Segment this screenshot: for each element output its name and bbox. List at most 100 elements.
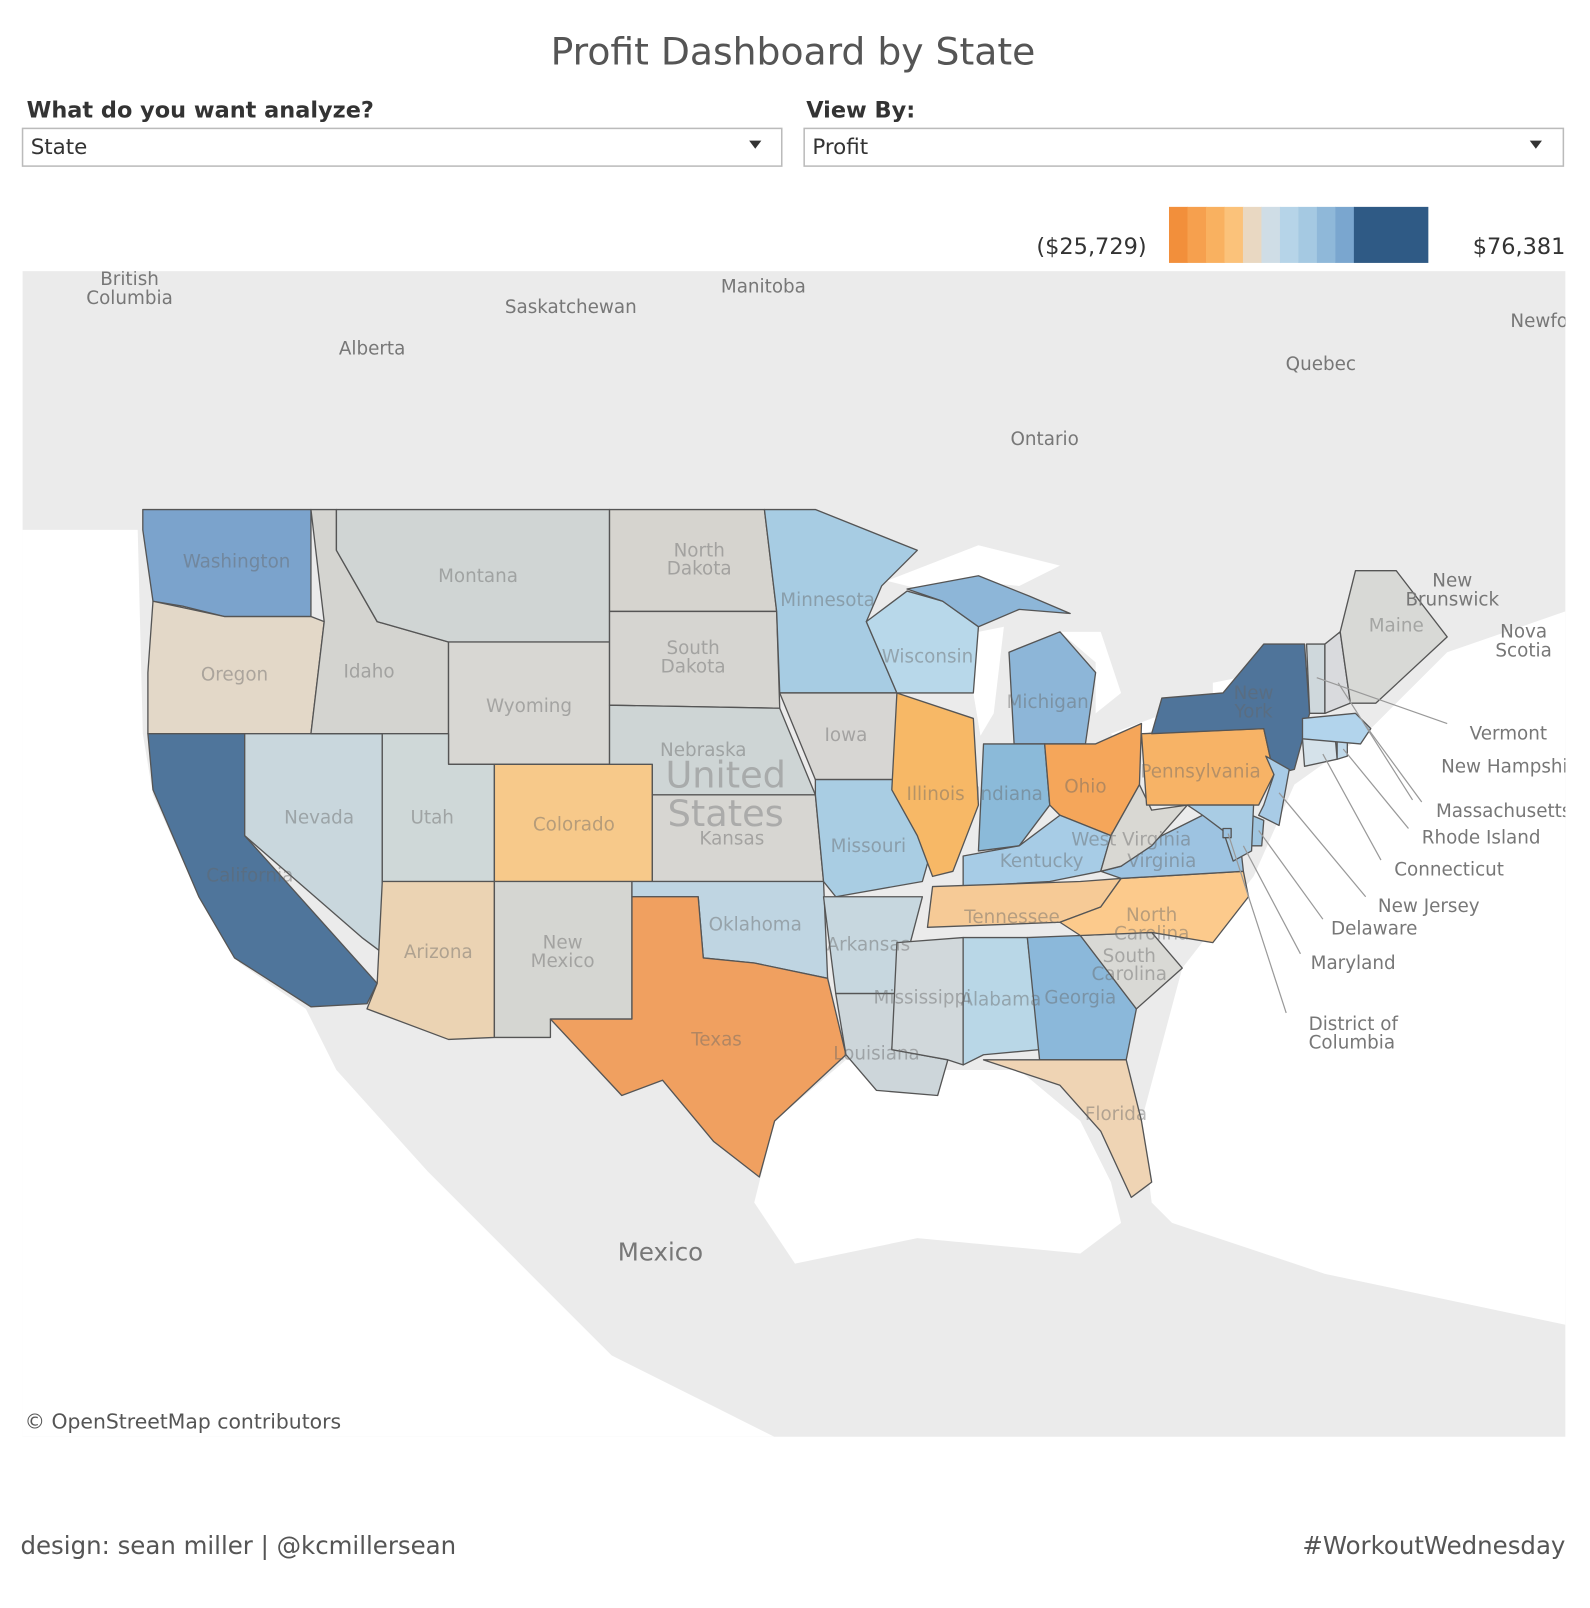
dropdown[interactable]: Profit xyxy=(803,127,1565,167)
state-label: New York xyxy=(1234,683,1274,722)
state[interactable] xyxy=(1301,712,1372,745)
state-label: Texas xyxy=(690,1029,742,1050)
state-label: Nebraska xyxy=(660,740,746,761)
state[interactable] xyxy=(982,1059,1153,1199)
state[interactable] xyxy=(906,575,1071,628)
legend-swatch xyxy=(1224,206,1244,263)
state-label: Louisiana xyxy=(833,1044,920,1065)
state-label: Georgia xyxy=(1044,988,1116,1009)
state-label: Wisconsin xyxy=(882,646,974,667)
legend-swatch xyxy=(1316,206,1336,263)
dropdown-value[interactable]: State xyxy=(31,135,88,160)
dropdown-arrow[interactable] xyxy=(749,140,762,149)
legend-max: $76,381 xyxy=(1473,234,1566,260)
state-label: Kentucky xyxy=(1000,851,1084,872)
callout-line xyxy=(1258,830,1324,920)
state-label: Colorado xyxy=(533,814,615,835)
state-label: Utah xyxy=(410,807,453,828)
state-label: New Hampshire xyxy=(1441,756,1586,777)
legend-swatch xyxy=(1298,206,1318,263)
region-label: Ontario xyxy=(1011,429,1079,450)
state-label: District of Columbia xyxy=(1309,1014,1399,1053)
state[interactable] xyxy=(977,743,1051,852)
state-label: Delaware xyxy=(1331,918,1417,939)
callout-line xyxy=(1227,833,1287,1014)
callout-line xyxy=(1242,845,1301,955)
legend-swatch xyxy=(1187,206,1207,263)
region-label: Mexico xyxy=(618,1237,703,1266)
state-label: Alabama xyxy=(960,990,1041,1011)
region-label: Alberta xyxy=(339,339,406,360)
color-legend xyxy=(1168,206,1429,263)
state[interactable] xyxy=(549,896,847,1178)
dropdown-box[interactable] xyxy=(803,127,1565,167)
state-label: Michigan xyxy=(1007,692,1089,713)
region-label: New Brunswick xyxy=(1405,570,1499,610)
callout-line xyxy=(1337,682,1414,801)
state-label: Maine xyxy=(1369,616,1424,637)
map[interactable]: Washington Oregon California Nevada Idaho Mon… xyxy=(22,269,1590,1437)
state-label: Oklahoma xyxy=(709,914,802,935)
state-label: Kansas xyxy=(699,829,764,850)
filter-label: View By: xyxy=(806,98,915,124)
state-label: Washington xyxy=(183,552,291,573)
state[interactable] xyxy=(891,936,964,1066)
state-label: North Carolina xyxy=(1114,905,1189,944)
state[interactable] xyxy=(1026,934,1138,1061)
state-label: Nevada xyxy=(284,807,354,828)
footer-credit: design: sean miller | @kcmillersean xyxy=(21,1531,457,1560)
state-label: South Carolina xyxy=(1092,946,1167,985)
state-label: Vermont xyxy=(1470,724,1547,745)
state[interactable] xyxy=(1186,804,1255,862)
region-label: Quebec xyxy=(1286,354,1356,375)
state-label: Wyoming xyxy=(486,696,572,717)
dropdown-value[interactable]: Profit xyxy=(812,135,868,160)
state-label: New Mexico xyxy=(531,933,595,972)
state-label: Tennessee xyxy=(963,907,1060,928)
state-label: Pennsylvania xyxy=(1140,761,1260,782)
state-label: Virginia xyxy=(1127,851,1196,872)
region-label: Manitoba xyxy=(721,276,806,297)
state[interactable] xyxy=(1305,643,1326,715)
dropdown[interactable]: State xyxy=(21,127,783,167)
state-label: Rhode Island xyxy=(1422,828,1541,849)
state-label: Florida xyxy=(1085,1104,1147,1125)
footer-tag: #WorkoutWednesday xyxy=(1302,1531,1565,1560)
callout-line xyxy=(1342,748,1409,829)
region-label: Nova Scotia xyxy=(1495,621,1551,661)
state-label: New Jersey xyxy=(1378,896,1480,917)
legend-swatch xyxy=(1168,206,1188,263)
region-label: United States xyxy=(665,753,786,835)
legend-swatch xyxy=(1335,206,1355,263)
state[interactable] xyxy=(1100,784,1189,872)
dropdown-arrow[interactable] xyxy=(1529,140,1542,149)
region-label: British Columbia xyxy=(86,269,173,309)
state-label: Illinois xyxy=(907,784,965,805)
state[interactable] xyxy=(1151,643,1311,776)
state-label: Minnesota xyxy=(780,590,875,611)
region-label: Saskatchewan xyxy=(505,297,637,318)
state[interactable] xyxy=(1258,755,1290,827)
state-label: California xyxy=(206,865,293,886)
state-label: Maryland xyxy=(1311,953,1396,974)
state-label: Montana xyxy=(438,566,518,587)
state-label: Ohio xyxy=(1064,777,1106,798)
state[interactable] xyxy=(142,508,312,618)
legend-swatch xyxy=(1261,206,1281,263)
state-label: North Dakota xyxy=(667,540,732,579)
legend-swatch xyxy=(1205,206,1225,263)
state-label: South Dakota xyxy=(661,638,726,677)
dropdown-box[interactable] xyxy=(21,127,783,167)
state[interactable] xyxy=(1008,631,1097,745)
state-label: Mississippi xyxy=(874,988,972,1009)
dashboard-title: Profit Dashboard by State xyxy=(551,30,1036,74)
region-label: Newfoundland and Labrador xyxy=(1510,311,1590,332)
state-label: Massachusetts xyxy=(1436,801,1571,822)
legend-swatch xyxy=(1353,206,1429,263)
state[interactable] xyxy=(891,692,980,878)
state[interactable] xyxy=(962,936,1041,1066)
state-label: Connecticut xyxy=(1394,859,1504,880)
state[interactable] xyxy=(1222,827,1232,839)
filter-label: What do you want analyze? xyxy=(27,98,374,124)
